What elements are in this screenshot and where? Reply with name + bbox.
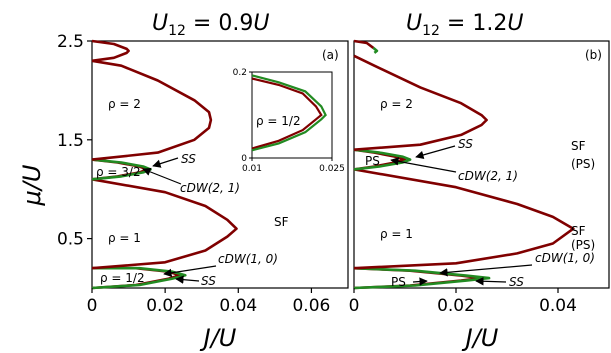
label-a-ss-upper: SS (181, 152, 196, 166)
inset-curve-1 (251, 74, 327, 152)
y-tick-label: 0.5 (57, 230, 84, 250)
arrow-a-ss-lower (175, 275, 200, 284)
panel-a-title: U12 = 0.9U (152, 11, 269, 39)
arrow-a-ss-upper (152, 157, 179, 168)
arrow-a-cdw21 (142, 167, 182, 185)
label-b-ss-lower: SS (509, 275, 524, 289)
panel-a-curve-1 (91, 266, 187, 290)
label-b-cdw10: cDW(1, 0) (535, 251, 595, 265)
label-b-ps-upper: PS (365, 154, 380, 168)
inset-x-tick-label: 0.025 (319, 164, 345, 174)
inset-y-tick-label: 0.2 (233, 68, 247, 78)
panel-a-curve-2 (91, 178, 238, 270)
panel-b-x-tick-label: 0.04 (539, 296, 577, 316)
panel-a-frame (91, 40, 349, 289)
label-b-ss-upper: SS (458, 137, 473, 151)
arrow-b-ss-upper (415, 145, 456, 159)
inset-curve-0 (251, 77, 323, 150)
panel-b-curve-5 (353, 54, 488, 151)
panel-b-x-axis-title: J/U (462, 324, 499, 352)
panel-b-curve-1 (353, 266, 491, 290)
panel-b-title: U12 = 1.2U (406, 11, 523, 39)
label-b-ps-lower: PS (391, 275, 406, 289)
label-a-cdw10: cDW(1, 0) (218, 252, 278, 266)
label-a-rho32: ρ = 3/2 (96, 165, 141, 179)
panel-b-curve-7 (372, 46, 379, 54)
panel-a-x-tick-label: 0.04 (219, 296, 257, 316)
panel-a-letter: (a) (322, 48, 339, 62)
label-b-sf-ps-lower: (PS) (571, 238, 595, 252)
panel-b-letter: (b) (585, 48, 602, 62)
inset-layer: 0.01 0.025 0 0.2 ρ = 1/2 (233, 68, 345, 174)
arrow-b-cdw10 (439, 264, 533, 277)
panel-a-curve-5 (91, 59, 213, 161)
label-b-rho1: ρ = 1 (380, 227, 413, 241)
arrow-b-ps-lower (412, 277, 428, 286)
inset-y-tick-label: 0 (241, 154, 247, 164)
panel-b-x-tick-label: 0.02 (437, 296, 475, 316)
arrow-b-cdw21 (390, 157, 457, 173)
panel-a-x-tick-label: 0.02 (146, 296, 184, 316)
panel-b-x-tick-label: 0 (349, 296, 360, 316)
panel-b-curve-6 (353, 39, 375, 49)
label-a-sf: SF (274, 215, 289, 229)
label-b-sf-ps: (PS) (571, 157, 595, 171)
label-a-cdw21: cDW(2, 1) (180, 181, 240, 195)
panel-b-frame (353, 40, 610, 289)
label-b-rho2: ρ = 2 (380, 97, 413, 111)
inset-label: ρ = 1/2 (256, 114, 301, 128)
y-axis-title: μ/U (18, 164, 46, 206)
inset-x-tick-label: 0.01 (242, 164, 262, 174)
label-a-rho12: ρ = 1/2 (100, 271, 145, 285)
panel-a-x-tick-label: 0.06 (292, 296, 330, 316)
label-a-rho1: ρ = 1 (108, 231, 141, 245)
label-b-cdw21: cDW(2, 1) (458, 169, 518, 183)
y-tick-label: 2.5 (57, 32, 84, 52)
ticks-layer: 0 0.02 0.04 0.06 0.5 1.5 2.5 0 0.02 0.04 (57, 32, 577, 316)
label-b-sf: SF (571, 139, 586, 153)
label-a-ss-lower: SS (201, 274, 216, 288)
arrow-b-ss-lower (475, 277, 507, 286)
arrow-a-cdw10 (163, 265, 217, 278)
panel-a-curve-6 (91, 39, 130, 63)
label-b-sf-lower: SF (571, 224, 586, 238)
panel-b-curve-2 (353, 168, 575, 270)
label-a-rho2: ρ = 2 (108, 97, 141, 111)
panel-a-x-axis-title: J/U (200, 324, 237, 352)
y-tick-label: 1.5 (57, 131, 84, 151)
panel-b-curve-4 (353, 148, 412, 171)
panel-a-x-tick-label: 0 (87, 296, 98, 316)
